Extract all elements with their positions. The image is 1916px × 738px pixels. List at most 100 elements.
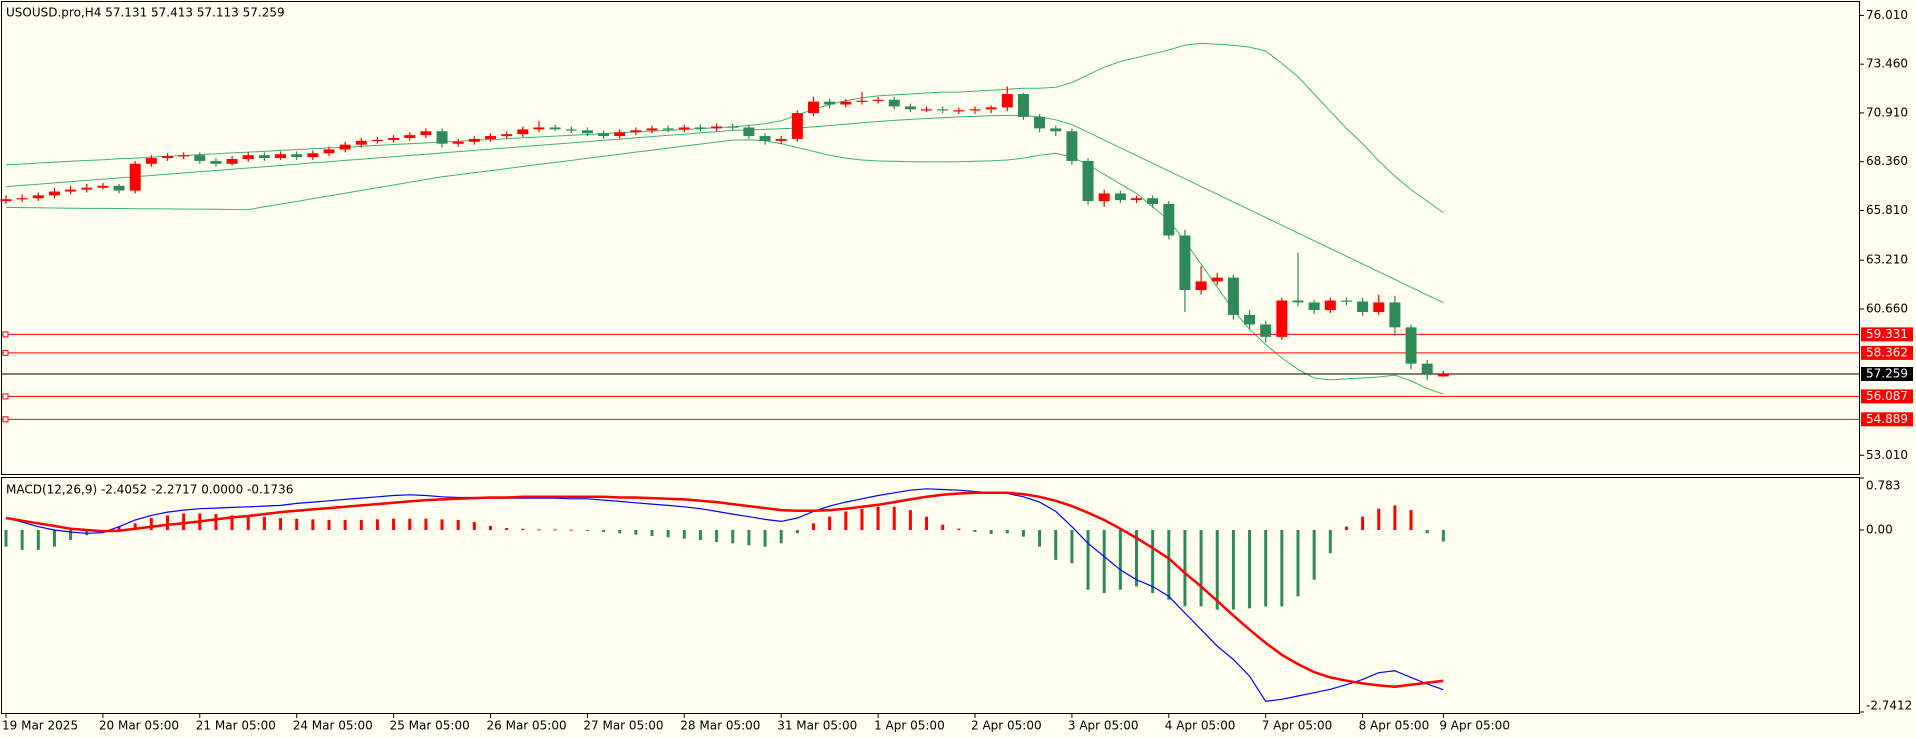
candle-body [1098,193,1110,202]
histogram-bar [747,529,751,546]
histogram-bar [1054,529,1058,560]
macd-title: MACD(12,26,9) -2.4052 -2.2717 0.0000 -0.… [6,483,293,497]
candle-body [81,187,93,190]
current-price-label: 57.259 [1866,366,1908,380]
candle-body [678,127,690,130]
level-label-box [1861,389,1913,404]
candle-body [1131,198,1142,201]
histogram-bar [795,529,799,534]
x-tick-label: 2 Apr 05:00 [971,719,1042,733]
histogram-bar [1280,529,1284,607]
candle-body [129,163,141,191]
candle-body [178,155,190,157]
candle-body [1034,116,1046,129]
candle-body [226,159,238,164]
candle-body [1017,93,1029,117]
candle-body [32,195,44,199]
histogram-bar [715,529,719,542]
x-tick-label: 3 Apr 05:00 [1068,719,1139,733]
candle-body [856,100,868,102]
histogram-bar [392,518,396,530]
histogram-bar [489,526,492,530]
candle-body [743,127,755,137]
bollinger-band [5,114,1444,304]
candle-body [904,106,916,110]
histogram-bar [1070,529,1074,564]
histogram-bar [569,529,573,531]
candle-body [65,189,77,192]
histogram-bar [359,520,363,530]
histogram-bar [941,524,945,530]
candle-body [1405,327,1417,364]
level-marker [2,416,9,423]
histogram-bar [52,529,56,547]
bollinger-band [5,42,1444,214]
x-tick-label: 19 Mar 2025 [2,719,78,733]
candle-body [307,153,319,158]
candle-body [646,128,658,131]
histogram-bar [1038,529,1042,547]
level-marker [2,393,9,400]
candle-body [808,101,819,114]
candle-body [48,191,60,196]
histogram-bar [20,529,24,550]
histogram-bar [327,520,331,530]
candle-body [468,138,480,142]
histogram-bar [214,514,218,530]
level-marker [2,331,9,338]
candle-body [1421,363,1433,374]
y-tick-label: 0.783 [1866,479,1900,493]
candle-body [775,138,787,141]
histogram-bar [1377,508,1381,530]
level-label-box [1861,327,1913,342]
candle-body [291,154,303,158]
histogram-bar [36,529,40,550]
histogram-bar [279,518,283,530]
candle-body [388,137,400,140]
candle-body [759,136,771,141]
histogram-bar [1409,510,1413,530]
candle-body [1308,302,1320,311]
current-price-box [1861,366,1913,381]
candle-body [339,144,351,150]
y-tick-label: -2.7412 [1866,699,1912,713]
candle-body [614,132,626,137]
x-tick-label: 21 Mar 05:00 [196,719,276,733]
level-label-box [1861,345,1913,360]
y-tick-label: 60.660 [1866,301,1908,315]
candle-body [162,156,173,159]
candle-body [1001,93,1013,108]
candle-body [1082,160,1094,202]
y-tick-label: 73.460 [1866,57,1908,71]
histogram-bar [1021,529,1025,537]
candle-body [937,109,949,111]
histogram-bar [149,518,153,530]
candle-body [485,136,496,139]
candle-body [791,113,803,139]
histogram-bar [973,529,977,532]
candle-body [1195,281,1207,291]
y-tick-label: 0.00 [1866,522,1893,536]
candle-body [1292,300,1304,303]
histogram-bar [1344,526,1348,530]
x-tick-label: 28 Mar 05:00 [680,719,760,733]
candle-body [1066,131,1078,161]
histogram-bar [1231,529,1235,610]
candle-body [1437,373,1449,377]
histogram-bar [763,529,767,547]
histogram-bar [424,518,428,530]
histogram-bar [553,529,557,531]
candle-body [985,107,997,110]
histogram-bar [828,516,832,530]
level-label: 58.362 [1866,345,1908,359]
histogram-bar [1425,529,1429,534]
histogram-bar [246,516,250,530]
x-tick-label: 26 Mar 05:00 [487,719,567,733]
histogram-bar [779,529,783,544]
bollinger-band [5,139,1444,395]
histogram-bar [925,516,929,530]
candle-body [1357,301,1369,313]
histogram-bar [1312,529,1316,580]
price-panel [1,1,1860,475]
